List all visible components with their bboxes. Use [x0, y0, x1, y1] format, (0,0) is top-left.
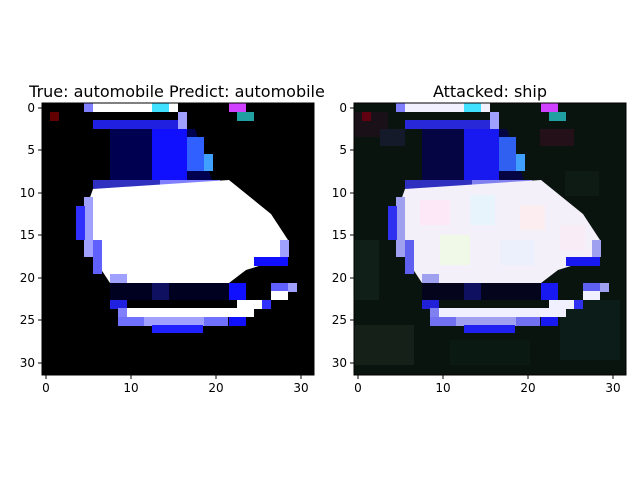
x-axis: 0 10 20 30 [42, 375, 309, 395]
y-tick-label: 5 [339, 143, 347, 157]
axes-frame [41, 102, 315, 376]
axes-frame [353, 102, 627, 376]
y-tick-label: 0 [27, 101, 35, 115]
y-tick-label: 0 [339, 101, 347, 115]
x-tick-label: 10 [123, 381, 138, 395]
y-tick-label: 15 [332, 228, 347, 242]
x-axis: 0 10 20 30 [354, 375, 621, 395]
y-tick-label: 25 [332, 313, 347, 327]
y-tick-label: 30 [332, 356, 347, 370]
panel-title: Attacked: ship [433, 82, 547, 101]
y-axis: 0 5 10 15 20 25 30 [332, 101, 354, 370]
panel-attacked: Attacked: ship [332, 82, 627, 395]
y-tick-label: 10 [332, 186, 347, 200]
x-tick-label: 30 [293, 381, 308, 395]
panel-original: True: automobile Predict: automobile [20, 82, 325, 395]
y-tick-label: 5 [27, 143, 35, 157]
y-axis: 0 5 10 15 20 25 30 [20, 101, 42, 370]
x-tick-label: 20 [208, 381, 223, 395]
x-tick-label: 0 [42, 381, 50, 395]
y-tick-label: 15 [20, 228, 35, 242]
y-tick-label: 30 [20, 356, 35, 370]
y-tick-label: 20 [332, 271, 347, 285]
x-tick-label: 20 [520, 381, 535, 395]
x-tick-label: 10 [435, 381, 450, 395]
perturbed-car-image [354, 103, 626, 375]
car-image [42, 103, 314, 375]
panel-title: True: automobile Predict: automobile [28, 82, 325, 101]
y-tick-label: 20 [20, 271, 35, 285]
y-tick-label: 10 [20, 186, 35, 200]
y-tick-label: 25 [20, 313, 35, 327]
x-tick-label: 30 [605, 381, 620, 395]
x-tick-label: 0 [354, 381, 362, 395]
